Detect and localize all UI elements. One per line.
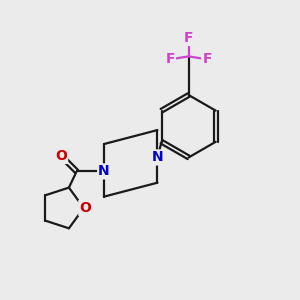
Text: N: N: [98, 164, 110, 178]
Text: F: F: [166, 52, 175, 66]
Text: O: O: [79, 201, 91, 215]
Text: N: N: [152, 150, 163, 164]
Text: O: O: [55, 149, 67, 163]
Text: F: F: [184, 31, 194, 45]
Text: F: F: [202, 52, 212, 66]
